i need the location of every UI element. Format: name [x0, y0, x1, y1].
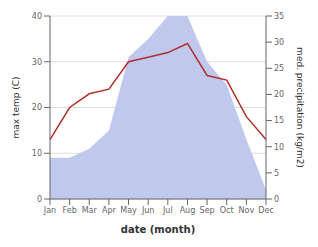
- svg-text:10: 10: [274, 143, 284, 152]
- svg-text:Oct: Oct: [220, 206, 234, 215]
- svg-text:May: May: [120, 206, 137, 215]
- svg-text:25: 25: [274, 64, 284, 73]
- svg-text:Sep: Sep: [200, 206, 215, 215]
- svg-text:Aug: Aug: [180, 206, 196, 215]
- svg-text:5: 5: [274, 169, 279, 178]
- svg-text:date (month): date (month): [121, 224, 195, 235]
- svg-text:40: 40: [32, 12, 42, 21]
- svg-text:Jul: Jul: [162, 206, 173, 215]
- svg-text:0: 0: [274, 195, 279, 204]
- svg-text:20: 20: [32, 103, 42, 112]
- svg-text:0: 0: [37, 195, 42, 204]
- svg-text:Apr: Apr: [102, 206, 117, 215]
- svg-text:med. precipitation (kg/m2): med. precipitation (kg/m2): [295, 47, 305, 168]
- svg-text:Nov: Nov: [239, 206, 255, 215]
- svg-text:Jan: Jan: [43, 206, 56, 215]
- svg-text:15: 15: [274, 116, 284, 125]
- svg-text:Feb: Feb: [63, 206, 77, 215]
- svg-text:30: 30: [274, 38, 284, 47]
- svg-text:max temp (C): max temp (C): [11, 76, 21, 138]
- svg-text:Dec: Dec: [258, 206, 273, 215]
- svg-text:30: 30: [32, 58, 42, 67]
- svg-text:20: 20: [274, 90, 284, 99]
- svg-text:Jun: Jun: [141, 206, 155, 215]
- svg-text:35: 35: [274, 12, 284, 21]
- svg-text:10: 10: [32, 149, 42, 158]
- svg-text:Mar: Mar: [82, 206, 98, 215]
